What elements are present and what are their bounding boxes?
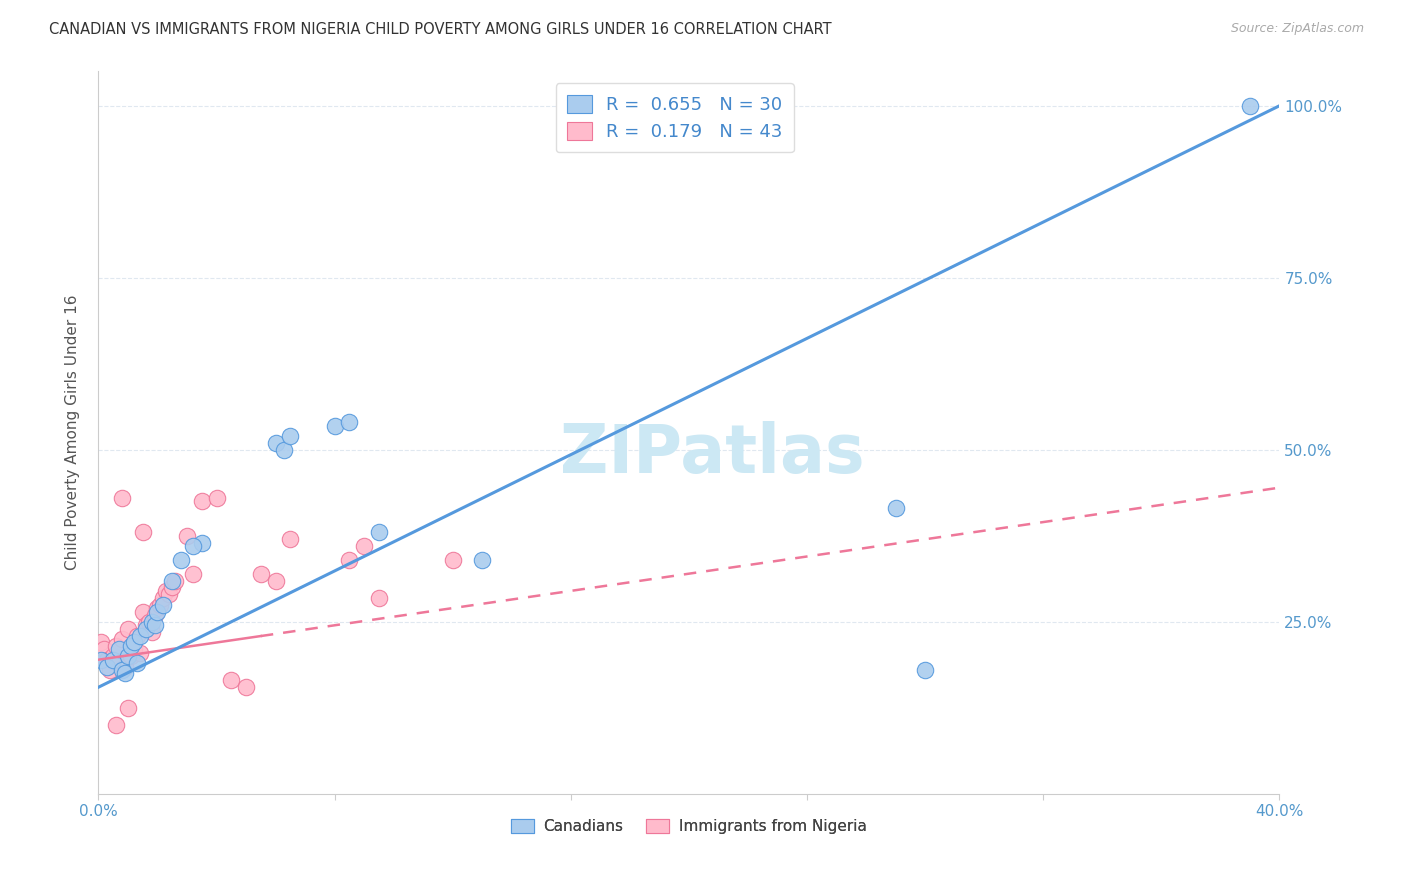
Point xyxy=(368,591,391,605)
Point xyxy=(162,581,183,595)
Point xyxy=(157,587,180,601)
Point xyxy=(96,659,118,673)
Point xyxy=(135,618,157,632)
Point xyxy=(191,535,214,549)
Point xyxy=(117,649,139,664)
Point xyxy=(114,659,136,673)
Point xyxy=(221,673,243,688)
Point xyxy=(98,663,121,677)
Point xyxy=(122,635,145,649)
Point xyxy=(90,635,112,649)
Point xyxy=(120,649,142,664)
Point xyxy=(111,491,134,505)
Point xyxy=(117,622,139,636)
Point xyxy=(323,418,346,433)
Point xyxy=(146,601,169,615)
Text: Source: ZipAtlas.com: Source: ZipAtlas.com xyxy=(1230,22,1364,36)
Point xyxy=(135,622,157,636)
Legend: Canadians, Immigrants from Nigeria: Canadians, Immigrants from Nigeria xyxy=(505,814,873,840)
Point xyxy=(368,525,391,540)
Point xyxy=(339,553,361,567)
Point xyxy=(120,639,142,653)
Point xyxy=(149,598,172,612)
Y-axis label: Child Poverty Among Girls Under 16: Child Poverty Among Girls Under 16 xyxy=(65,295,80,570)
Point xyxy=(138,615,160,629)
Point xyxy=(884,501,907,516)
Point xyxy=(152,598,174,612)
Point xyxy=(471,553,494,567)
Point xyxy=(128,629,150,643)
Point xyxy=(176,529,198,543)
Point xyxy=(125,656,148,670)
Point xyxy=(108,642,131,657)
Point xyxy=(191,494,214,508)
Point xyxy=(117,701,139,715)
Point xyxy=(264,436,287,450)
Point xyxy=(103,653,125,667)
Point xyxy=(280,429,302,443)
Point xyxy=(339,415,361,429)
Point xyxy=(128,646,150,660)
Point xyxy=(132,525,155,540)
Point xyxy=(111,632,134,646)
Point xyxy=(143,607,166,622)
Point xyxy=(181,566,204,581)
Text: CANADIAN VS IMMIGRANTS FROM NIGERIA CHILD POVERTY AMONG GIRLS UNDER 16 CORRELATI: CANADIAN VS IMMIGRANTS FROM NIGERIA CHIL… xyxy=(49,22,832,37)
Point xyxy=(105,718,128,732)
Point xyxy=(143,618,166,632)
Point xyxy=(205,491,228,505)
Point xyxy=(146,605,169,619)
Point xyxy=(103,649,125,664)
Point xyxy=(181,539,204,553)
Point xyxy=(96,653,118,667)
Point xyxy=(280,533,302,547)
Point xyxy=(1239,99,1261,113)
Point xyxy=(353,539,375,553)
Point xyxy=(141,625,163,640)
Point xyxy=(132,605,155,619)
Point xyxy=(273,442,295,457)
Point xyxy=(170,553,193,567)
Point xyxy=(235,680,257,694)
Point xyxy=(165,574,187,588)
Point xyxy=(105,639,128,653)
Point xyxy=(441,553,464,567)
Point xyxy=(90,653,112,667)
Point xyxy=(125,629,148,643)
Text: ZIPatlas: ZIPatlas xyxy=(560,421,865,487)
Point xyxy=(122,642,145,657)
Point xyxy=(93,642,115,657)
Point xyxy=(250,566,273,581)
Point xyxy=(162,574,183,588)
Point xyxy=(141,615,163,629)
Point xyxy=(914,663,936,677)
Point xyxy=(114,666,136,681)
Point xyxy=(108,656,131,670)
Point xyxy=(111,663,134,677)
Point xyxy=(155,583,177,598)
Point xyxy=(264,574,287,588)
Point xyxy=(152,591,174,605)
